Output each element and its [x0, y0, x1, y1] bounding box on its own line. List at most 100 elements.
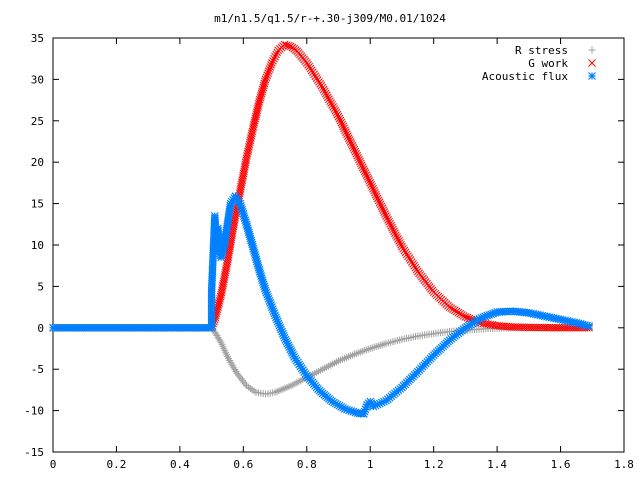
data-point [372, 192, 381, 201]
data-point [352, 149, 361, 158]
data-point [357, 159, 365, 168]
data-point [371, 188, 379, 197]
data-point [211, 328, 219, 336]
data-point [279, 331, 288, 340]
legend-label: G work [528, 57, 568, 70]
data-point [239, 210, 248, 218]
data-point [481, 312, 490, 321]
data-point [289, 350, 298, 359]
data-point [263, 290, 272, 299]
data-point [286, 345, 295, 354]
data-point [245, 143, 253, 151]
data-point [233, 369, 241, 377]
data-point [283, 339, 292, 348]
ticks: 0 0.2 0.4 0.6 0.8 1 1.2 1.4 1.6 1.8 -15 -10 -5 0 5 10 15… [24, 32, 634, 471]
data-point [276, 323, 285, 332]
data-point [264, 294, 273, 303]
data-point [260, 284, 269, 293]
data-point [261, 75, 270, 84]
data-point [282, 337, 291, 346]
data-point [367, 180, 376, 189]
data-point [331, 107, 340, 115]
data-point [340, 124, 348, 133]
data-point [343, 130, 351, 139]
data-point [241, 218, 250, 227]
data-point [243, 151, 251, 160]
data-point [246, 136, 255, 145]
data-point [271, 313, 280, 322]
data-point [388, 223, 396, 232]
data-point [271, 52, 279, 61]
data-point [278, 329, 287, 338]
data-point [281, 335, 290, 344]
data-point [340, 405, 349, 413]
y-tick-label: 0 [37, 322, 44, 335]
data-point [361, 169, 370, 178]
axes [52, 37, 625, 453]
y-tick-label: -15 [24, 446, 44, 459]
data-point [256, 270, 265, 278]
data-point [258, 276, 267, 285]
data-point [368, 182, 376, 191]
data-point [237, 375, 245, 383]
data-point [273, 48, 282, 57]
data-point [376, 200, 385, 209]
data-point [269, 307, 278, 316]
data-point [330, 105, 339, 113]
data-point [345, 136, 354, 144]
data-point [359, 165, 368, 174]
data-point [234, 371, 242, 379]
data-point [393, 233, 401, 241]
data-point [287, 347, 296, 355]
data-point [338, 120, 347, 129]
data-point [477, 313, 486, 322]
data-point [323, 91, 331, 100]
data-point [214, 333, 222, 341]
data-point [284, 41, 293, 50]
data-point [396, 238, 404, 247]
data-point [259, 278, 267, 287]
data-point [389, 225, 397, 234]
y-tick-label: -10 [24, 405, 44, 418]
data-point [378, 204, 387, 213]
x-tick-label: 1.2 [424, 458, 444, 471]
data-point [343, 132, 352, 140]
data-point [342, 128, 350, 137]
data-point [257, 272, 266, 280]
data-point [288, 349, 297, 357]
data-point [341, 126, 349, 135]
x-tick-label: 0 [50, 458, 57, 471]
data-point [246, 138, 254, 147]
data-point [374, 196, 383, 205]
data-point [347, 140, 356, 148]
data-point [237, 203, 246, 212]
data-point [248, 129, 256, 138]
data-point [364, 175, 373, 183]
data-point [397, 240, 405, 249]
data-point [285, 343, 294, 352]
data-point [212, 330, 220, 338]
data-point [345, 406, 353, 415]
data-point [356, 157, 364, 166]
data-point [362, 171, 371, 179]
data-point [362, 403, 371, 412]
data-point [328, 101, 337, 109]
y-tick-label: 25 [31, 115, 44, 128]
data-point [485, 311, 494, 319]
data-point [263, 71, 271, 80]
data-point [238, 205, 246, 214]
data-point [278, 327, 286, 336]
data-point [370, 186, 378, 195]
data-point [269, 56, 277, 65]
data-point [325, 95, 333, 104]
y-tick-label: 15 [31, 198, 44, 211]
legend-marker [588, 72, 596, 80]
data-point [241, 216, 250, 225]
data-point [354, 153, 362, 162]
data-point [261, 286, 270, 295]
data-point [334, 112, 343, 121]
data-point [257, 274, 266, 283]
legend-label: Acoustic flux [482, 70, 568, 83]
legend-label: R stress [515, 44, 568, 57]
